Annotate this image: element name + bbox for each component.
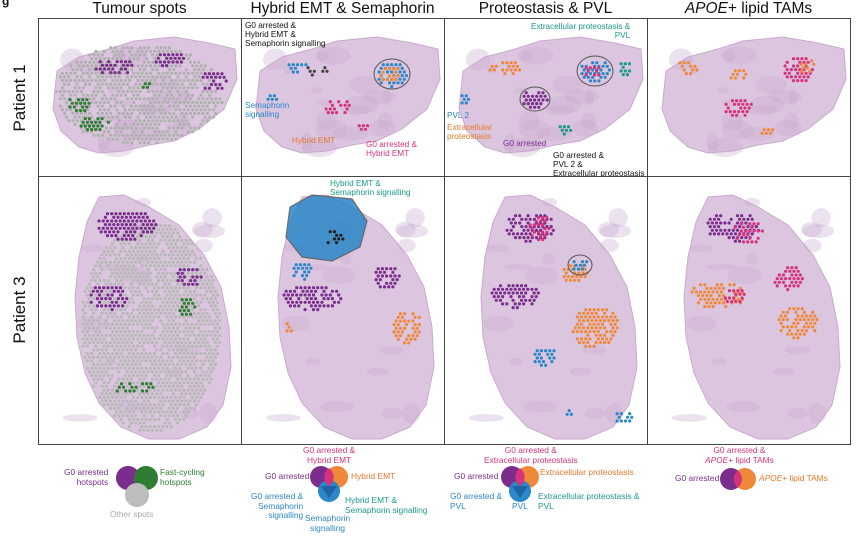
annotation-ecp: Extracellular proteostasis bbox=[447, 123, 493, 141]
tissue-image-p3-tumour bbox=[62, 194, 232, 440]
legend4-right: APOE+ lipid TAMs bbox=[759, 473, 828, 483]
tissue-image-p1-tumour bbox=[52, 36, 238, 158]
annotation-g0-hemt-sema: G0 arrested & Hybrid EMT & Semaphorin si… bbox=[245, 21, 326, 48]
legend3-right: Extracellular proteostasis bbox=[540, 467, 634, 477]
legend-label-fast: Fast-cycling hotspots bbox=[160, 467, 205, 487]
legend-circle-other bbox=[125, 483, 149, 507]
annotation-semaphorin: Semaphorin signalling bbox=[245, 101, 290, 119]
legend-apoe: G0 arrested & APOE+ lipid TAMs G0 arreste… bbox=[647, 445, 851, 544]
legend-tumour-spots: G0 arrested hotspots Fast-cycling hotspo… bbox=[38, 446, 242, 544]
panel-p1-tumour-spots bbox=[38, 18, 242, 177]
tissue-image-p3-proteostasis bbox=[468, 194, 638, 440]
legend2-right: Hybrid EMT bbox=[351, 471, 396, 481]
legend2-lowright: Hybrid EMT & Semaphorin signalling bbox=[345, 495, 428, 515]
legend2-top: G0 arrested & Hybrid EMT bbox=[303, 445, 356, 465]
row-label-patient-3: Patient 3 bbox=[10, 276, 29, 344]
panel-letter: g bbox=[2, 0, 10, 8]
column-title-proteostasis: Proteostasis & PVL bbox=[478, 0, 613, 17]
tissue-image-p3-hybrid-emt bbox=[265, 194, 435, 440]
tissue-image-p3-apoe bbox=[671, 194, 841, 440]
legend3-lowleft: G0 arrested & PVL bbox=[450, 491, 503, 511]
column-title-apoe-tams: APOE+ lipid TAMs bbox=[684, 0, 813, 17]
annotation-pvl2: PVL 2 bbox=[447, 111, 469, 120]
legend3-top: G0 arrested & Extracellular proteostasis bbox=[484, 445, 578, 465]
annotation-g0-hybrid-emt: G0 arrested & Hybrid EMT bbox=[366, 140, 417, 158]
legend4-top: G0 arrested & APOE+ lipid TAMs bbox=[705, 445, 774, 465]
legend-hybrid-emt: G0 arrested & Hybrid EMT G0 arrested Hyb… bbox=[241, 445, 445, 544]
tissue-image-p1-apoe bbox=[661, 36, 847, 158]
legend2-bottom: Semaphorin signalling bbox=[305, 513, 351, 533]
legend3-bottom: PVL bbox=[512, 501, 528, 511]
legend3-lowright: Extracellular proteostasis & PVL bbox=[538, 491, 640, 511]
tissue-image-p1-proteostasis bbox=[458, 36, 644, 158]
annotation-g0-arrested: G0 arrested bbox=[503, 139, 547, 148]
panel-p1-apoe bbox=[647, 18, 851, 177]
panel-p3-tumour-spots bbox=[38, 176, 242, 445]
annotation-g0-pvl2-ecp: G0 arrested & PVL 2 & Extracellular prot… bbox=[553, 151, 645, 177]
legend-proteostasis: G0 arrested & Extracellular proteostasis… bbox=[444, 445, 648, 544]
legend3-left: G0 arrested bbox=[454, 471, 499, 481]
legend-label-g0: G0 arrested hotspots bbox=[64, 467, 109, 487]
panel-p3-apoe bbox=[647, 176, 851, 445]
panel-p1-hybrid-emt: G0 arrested & Hybrid EMT & Semaphorin si… bbox=[241, 18, 445, 177]
panel-p3-proteostasis bbox=[444, 176, 648, 445]
tissue-image-p1-hybrid-emt bbox=[255, 36, 441, 158]
column-title-tumour-spots: Tumour spots bbox=[92, 0, 187, 17]
panel-p1-proteostasis: Extracellular proteostasis & PVL PVL 2 E… bbox=[444, 18, 648, 177]
legend-label-other: Other spots bbox=[110, 509, 154, 519]
row-label-patient-1: Patient 1 bbox=[10, 64, 29, 132]
panel-p3-hybrid-emt: Hybrid EMT & Semaphorin signalling bbox=[241, 176, 445, 445]
annotation-hybrid-emt: Hybrid EMT bbox=[292, 136, 336, 145]
legend2-lowleft: G0 arrested & Semaphorin signalling bbox=[251, 491, 304, 520]
legend4-left: G0 arrested bbox=[675, 473, 720, 483]
annotation-ecp-pvl: Extracellular proteostasis & PVL bbox=[531, 22, 631, 40]
annotation-hemt-sema: Hybrid EMT & Semaphorin signalling bbox=[330, 179, 411, 197]
legend2-left: G0 arrested bbox=[265, 471, 310, 481]
column-title-hybrid-emt: Hybrid EMT & Semaphorin bbox=[250, 0, 435, 17]
